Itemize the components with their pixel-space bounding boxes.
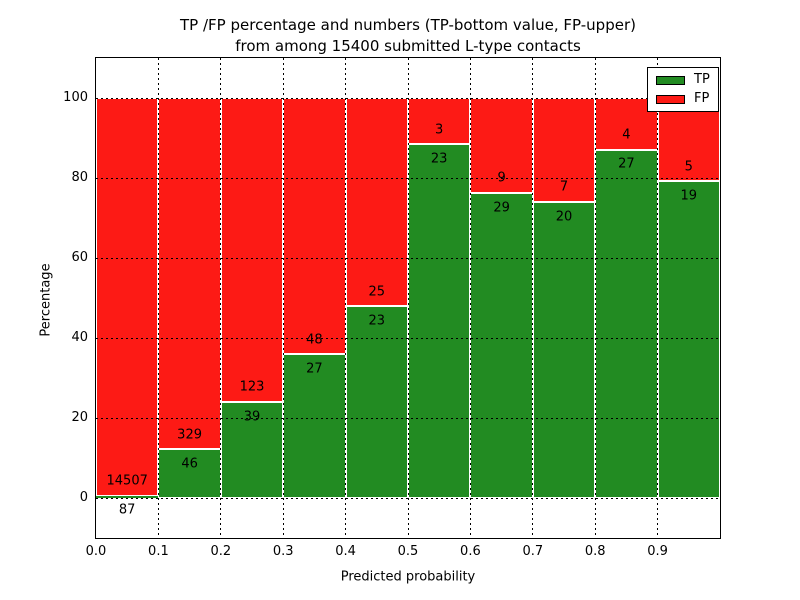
fp-count-label: 3 (435, 122, 444, 138)
chart-title-line1: TP /FP percentage and numbers (TP-bottom… (180, 16, 636, 34)
fp-count-label: 9 (497, 170, 506, 186)
y-tick-label: 20 (71, 410, 88, 425)
tp-count-label: 46 (181, 456, 198, 472)
x-tick-label: 0.1 (148, 544, 169, 559)
vertical-gridline (469, 58, 471, 538)
bars-layer (96, 58, 720, 538)
bar-segment-tp (96, 495, 159, 498)
fp-count-label: 7 (559, 179, 569, 195)
bar-segment-fp (96, 98, 159, 496)
legend-label-fp: FP (694, 91, 710, 106)
tp-count-label: 27 (618, 156, 635, 172)
vertical-gridline (407, 58, 409, 538)
vertical-gridline (157, 58, 159, 538)
x-tick-label: 0.7 (522, 544, 544, 559)
horizontal-gridline (96, 177, 720, 179)
bar-segment-fp (595, 98, 658, 150)
bar-segment-fp (220, 98, 284, 402)
bar-segment-fp (532, 98, 596, 202)
legend-label-tp: TP (694, 72, 710, 87)
bar-segment-fp (345, 98, 408, 307)
x-tick-label: 0.3 (272, 544, 294, 559)
horizontal-gridline (96, 97, 720, 99)
fp-count-label: 25 (368, 284, 386, 300)
bar-segment-tp (532, 201, 596, 498)
bar-segment-tp (345, 306, 408, 498)
tp-color-swatch (656, 75, 685, 85)
bar-segment-tp (595, 149, 658, 498)
fp-count-label: 123 (239, 379, 265, 395)
legend-item-fp: FP (656, 92, 710, 106)
tp-count-label: 39 (243, 409, 261, 424)
fp-count-label: 48 (306, 332, 323, 348)
grid-layer (96, 58, 720, 538)
chart-title-line2: from among 15400 submitted L-type contac… (235, 37, 581, 55)
vertical-gridline (532, 58, 534, 538)
bar-segment-fp (158, 98, 221, 449)
y-tick-label: 40 (71, 330, 88, 345)
vertical-gridline (594, 58, 596, 538)
y-tick-label: 100 (63, 90, 88, 105)
x-tick-label: 0.2 (210, 544, 232, 559)
bar-segment-tp (283, 354, 346, 498)
bar-annotations-layer: 14507 87 329 46 123 39 48 27 25 23 3 23 9 29 7 20 4 27 5 19 (96, 58, 720, 538)
tp-count-label: 23 (368, 313, 386, 329)
vertical-gridline (345, 58, 347, 538)
fp-color-swatch (656, 94, 685, 104)
legend-item-tp: TP (656, 73, 710, 87)
horizontal-gridline (96, 257, 720, 259)
x-tick-label: 0.5 (397, 544, 419, 559)
x-tick-label: 0.6 (460, 544, 481, 559)
tp-count-label: 23 (430, 151, 448, 167)
fp-count-label: 5 (684, 159, 693, 175)
fp-count-label: 4 (622, 127, 631, 143)
x-axis-label: Predicted probability (340, 569, 476, 585)
x-tick-label: 0.8 (584, 544, 606, 559)
vertical-gridline (657, 58, 659, 538)
fp-count-label: 329 (177, 427, 203, 443)
bar-segment-fp (408, 98, 471, 145)
bar-segment-tp (657, 181, 720, 498)
y-tick-label: 0 (79, 490, 88, 505)
vertical-gridline (282, 58, 284, 538)
x-tick-label: 0.0 (85, 544, 107, 559)
x-tick-label: 0.9 (647, 544, 668, 559)
y-tick-label: 60 (71, 250, 88, 265)
x-tick-label: 0.4 (335, 544, 356, 559)
plot-area: 14507 87 329 46 123 39 48 27 25 23 3 23 9 29 7 20 4 27 5 19… (95, 57, 721, 539)
y-axis-label: Percentage (38, 263, 54, 337)
tp-count-label: 87 (118, 502, 136, 518)
tp-count-label: 29 (493, 200, 510, 216)
horizontal-gridline (96, 417, 720, 419)
bar-segment-fp (283, 98, 346, 354)
horizontal-gridline (96, 497, 720, 499)
legend: TP FP (647, 67, 719, 112)
tp-count-label: 20 (555, 209, 573, 224)
tp-count-label: 27 (306, 361, 323, 377)
y-tick-label: 80 (71, 170, 88, 185)
bar-segment-tp (470, 192, 533, 498)
vertical-gridline (220, 58, 222, 538)
bar-segment-tp (158, 448, 221, 498)
fp-count-label: 14507 (106, 473, 148, 489)
bar-segment-fp (470, 98, 533, 193)
chart-title: TP /FP percentage and numbers (TP-bottom… (180, 15, 636, 57)
tp-count-label: 19 (680, 188, 698, 204)
bar-segment-tp (408, 144, 471, 498)
horizontal-gridline (96, 337, 720, 339)
